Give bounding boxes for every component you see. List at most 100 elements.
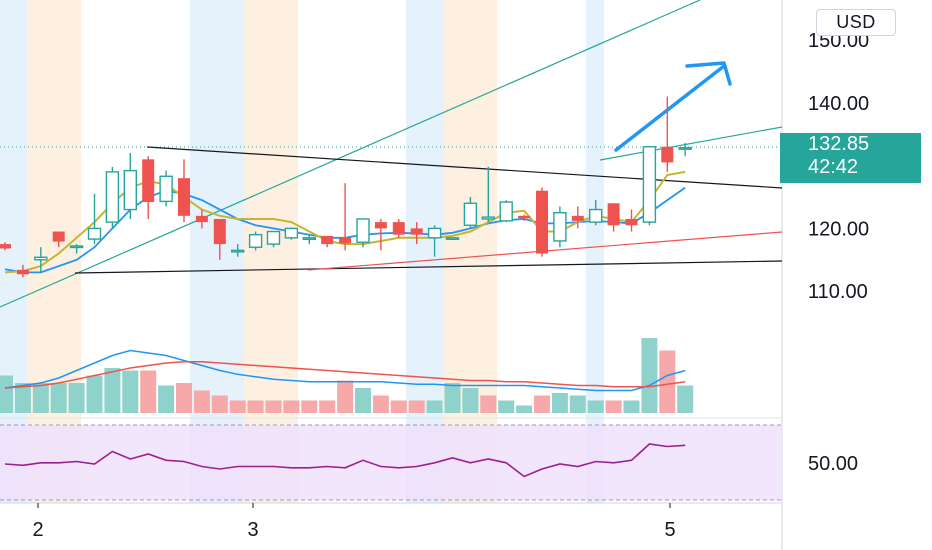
- candle-body: [571, 215, 584, 221]
- time-tick-label: 5: [664, 519, 675, 541]
- volume-bar: [68, 383, 85, 413]
- price-tick-label: 110.00: [808, 281, 868, 303]
- volume-bar: [444, 383, 461, 413]
- volume-bar: [498, 400, 515, 413]
- volume-bar: [677, 385, 694, 413]
- volume-bar: [122, 370, 139, 413]
- volume-bar: [605, 400, 622, 413]
- candle-body: [518, 215, 531, 219]
- session-band: [244, 0, 298, 503]
- volume-bar: [569, 395, 586, 413]
- candle-body: [427, 227, 442, 239]
- forecast-arrow-head: [685, 61, 732, 86]
- triangle-upper-line: [146, 146, 783, 189]
- volume-bar: [551, 393, 568, 413]
- volume-bar: [50, 383, 67, 413]
- trend-channel-mid: [599, 126, 783, 161]
- volume-bar: [337, 380, 354, 413]
- candle-body: [284, 227, 299, 239]
- volume-bar: [158, 385, 175, 413]
- candle-body: [123, 169, 138, 211]
- volume-bar: [319, 400, 336, 413]
- candle-body: [463, 202, 478, 226]
- rsi-band: [0, 425, 782, 500]
- volume-bar: [265, 400, 282, 413]
- candles: [0, 96, 692, 278]
- volume-bar: [14, 383, 31, 413]
- candle-body: [410, 228, 423, 235]
- volume-bar: [372, 395, 389, 413]
- candle-body: [625, 218, 638, 226]
- forecast-arrow-shaft: [614, 64, 726, 152]
- session-band: [0, 0, 27, 503]
- volume-ma-slow: [4, 361, 686, 389]
- candle-body: [195, 215, 208, 223]
- candle-body: [392, 222, 405, 235]
- rsi-tick-label: 50.00: [808, 453, 858, 475]
- candle-body: [536, 190, 548, 254]
- candle-body: [105, 171, 120, 223]
- volume-bar: [301, 400, 318, 413]
- session-band: [586, 0, 604, 503]
- candle-body: [374, 222, 387, 229]
- candle-body: [266, 230, 281, 245]
- last-price: 132.85: [808, 133, 870, 155]
- trend-channel-upper: [0, 0, 701, 308]
- candle-body: [248, 233, 263, 248]
- candle-body: [499, 201, 513, 222]
- candle-body: [16, 269, 29, 275]
- volume-pane: [0, 338, 694, 413]
- candle-body: [445, 237, 460, 241]
- candle-body: [356, 218, 370, 243]
- time-tick-label: 2: [32, 519, 43, 541]
- volume-bar: [462, 388, 479, 413]
- candle-body: [0, 244, 11, 249]
- volume-ma-fast: [4, 349, 686, 392]
- volume-bar: [283, 400, 300, 413]
- session-band: [406, 0, 444, 503]
- volume-bar: [193, 390, 210, 413]
- last-price-label: 132.85 42:42: [780, 133, 921, 183]
- price-tick-label: 120.00: [808, 218, 869, 240]
- volume-bar: [355, 388, 371, 413]
- candle-body: [302, 237, 316, 241]
- session-highlights: [0, 0, 604, 503]
- volume-bar: [659, 350, 676, 413]
- volume-bar: [247, 400, 264, 413]
- triangle-lower-line: [74, 260, 783, 274]
- volume-bar: [534, 395, 550, 413]
- volume-bar: [426, 400, 443, 413]
- volume-bar: [623, 400, 640, 413]
- volume-bar: [0, 375, 13, 413]
- volume-bar: [32, 383, 49, 413]
- volume-bar: [176, 383, 192, 413]
- volume-bar: [86, 375, 103, 413]
- volume-bar: [390, 400, 407, 413]
- candle-body: [52, 231, 65, 242]
- volume-bar: [587, 400, 604, 413]
- candle-body: [69, 245, 84, 249]
- volume-bar: [516, 405, 533, 413]
- time-tick-label: 3: [247, 519, 258, 541]
- candle-body: [589, 208, 603, 223]
- candle-body: [213, 218, 226, 245]
- candle-body: [34, 256, 48, 261]
- candle-body: [607, 203, 620, 226]
- volume-bar: [229, 400, 246, 413]
- session-band: [444, 0, 497, 503]
- rsi-line: [4, 443, 686, 478]
- volume-bar: [104, 368, 121, 413]
- candle-body: [230, 249, 245, 253]
- currency-button[interactable]: USD: [816, 9, 896, 36]
- rsi-pane: [0, 424, 782, 501]
- candle-body: [661, 146, 674, 163]
- session-band: [27, 0, 81, 503]
- volume-bar: [140, 370, 157, 413]
- bar-countdown: 42:42: [808, 156, 859, 178]
- candle-body: [87, 227, 102, 240]
- candle-body: [178, 178, 190, 216]
- candle-body: [678, 147, 692, 150]
- candle-body: [142, 159, 155, 203]
